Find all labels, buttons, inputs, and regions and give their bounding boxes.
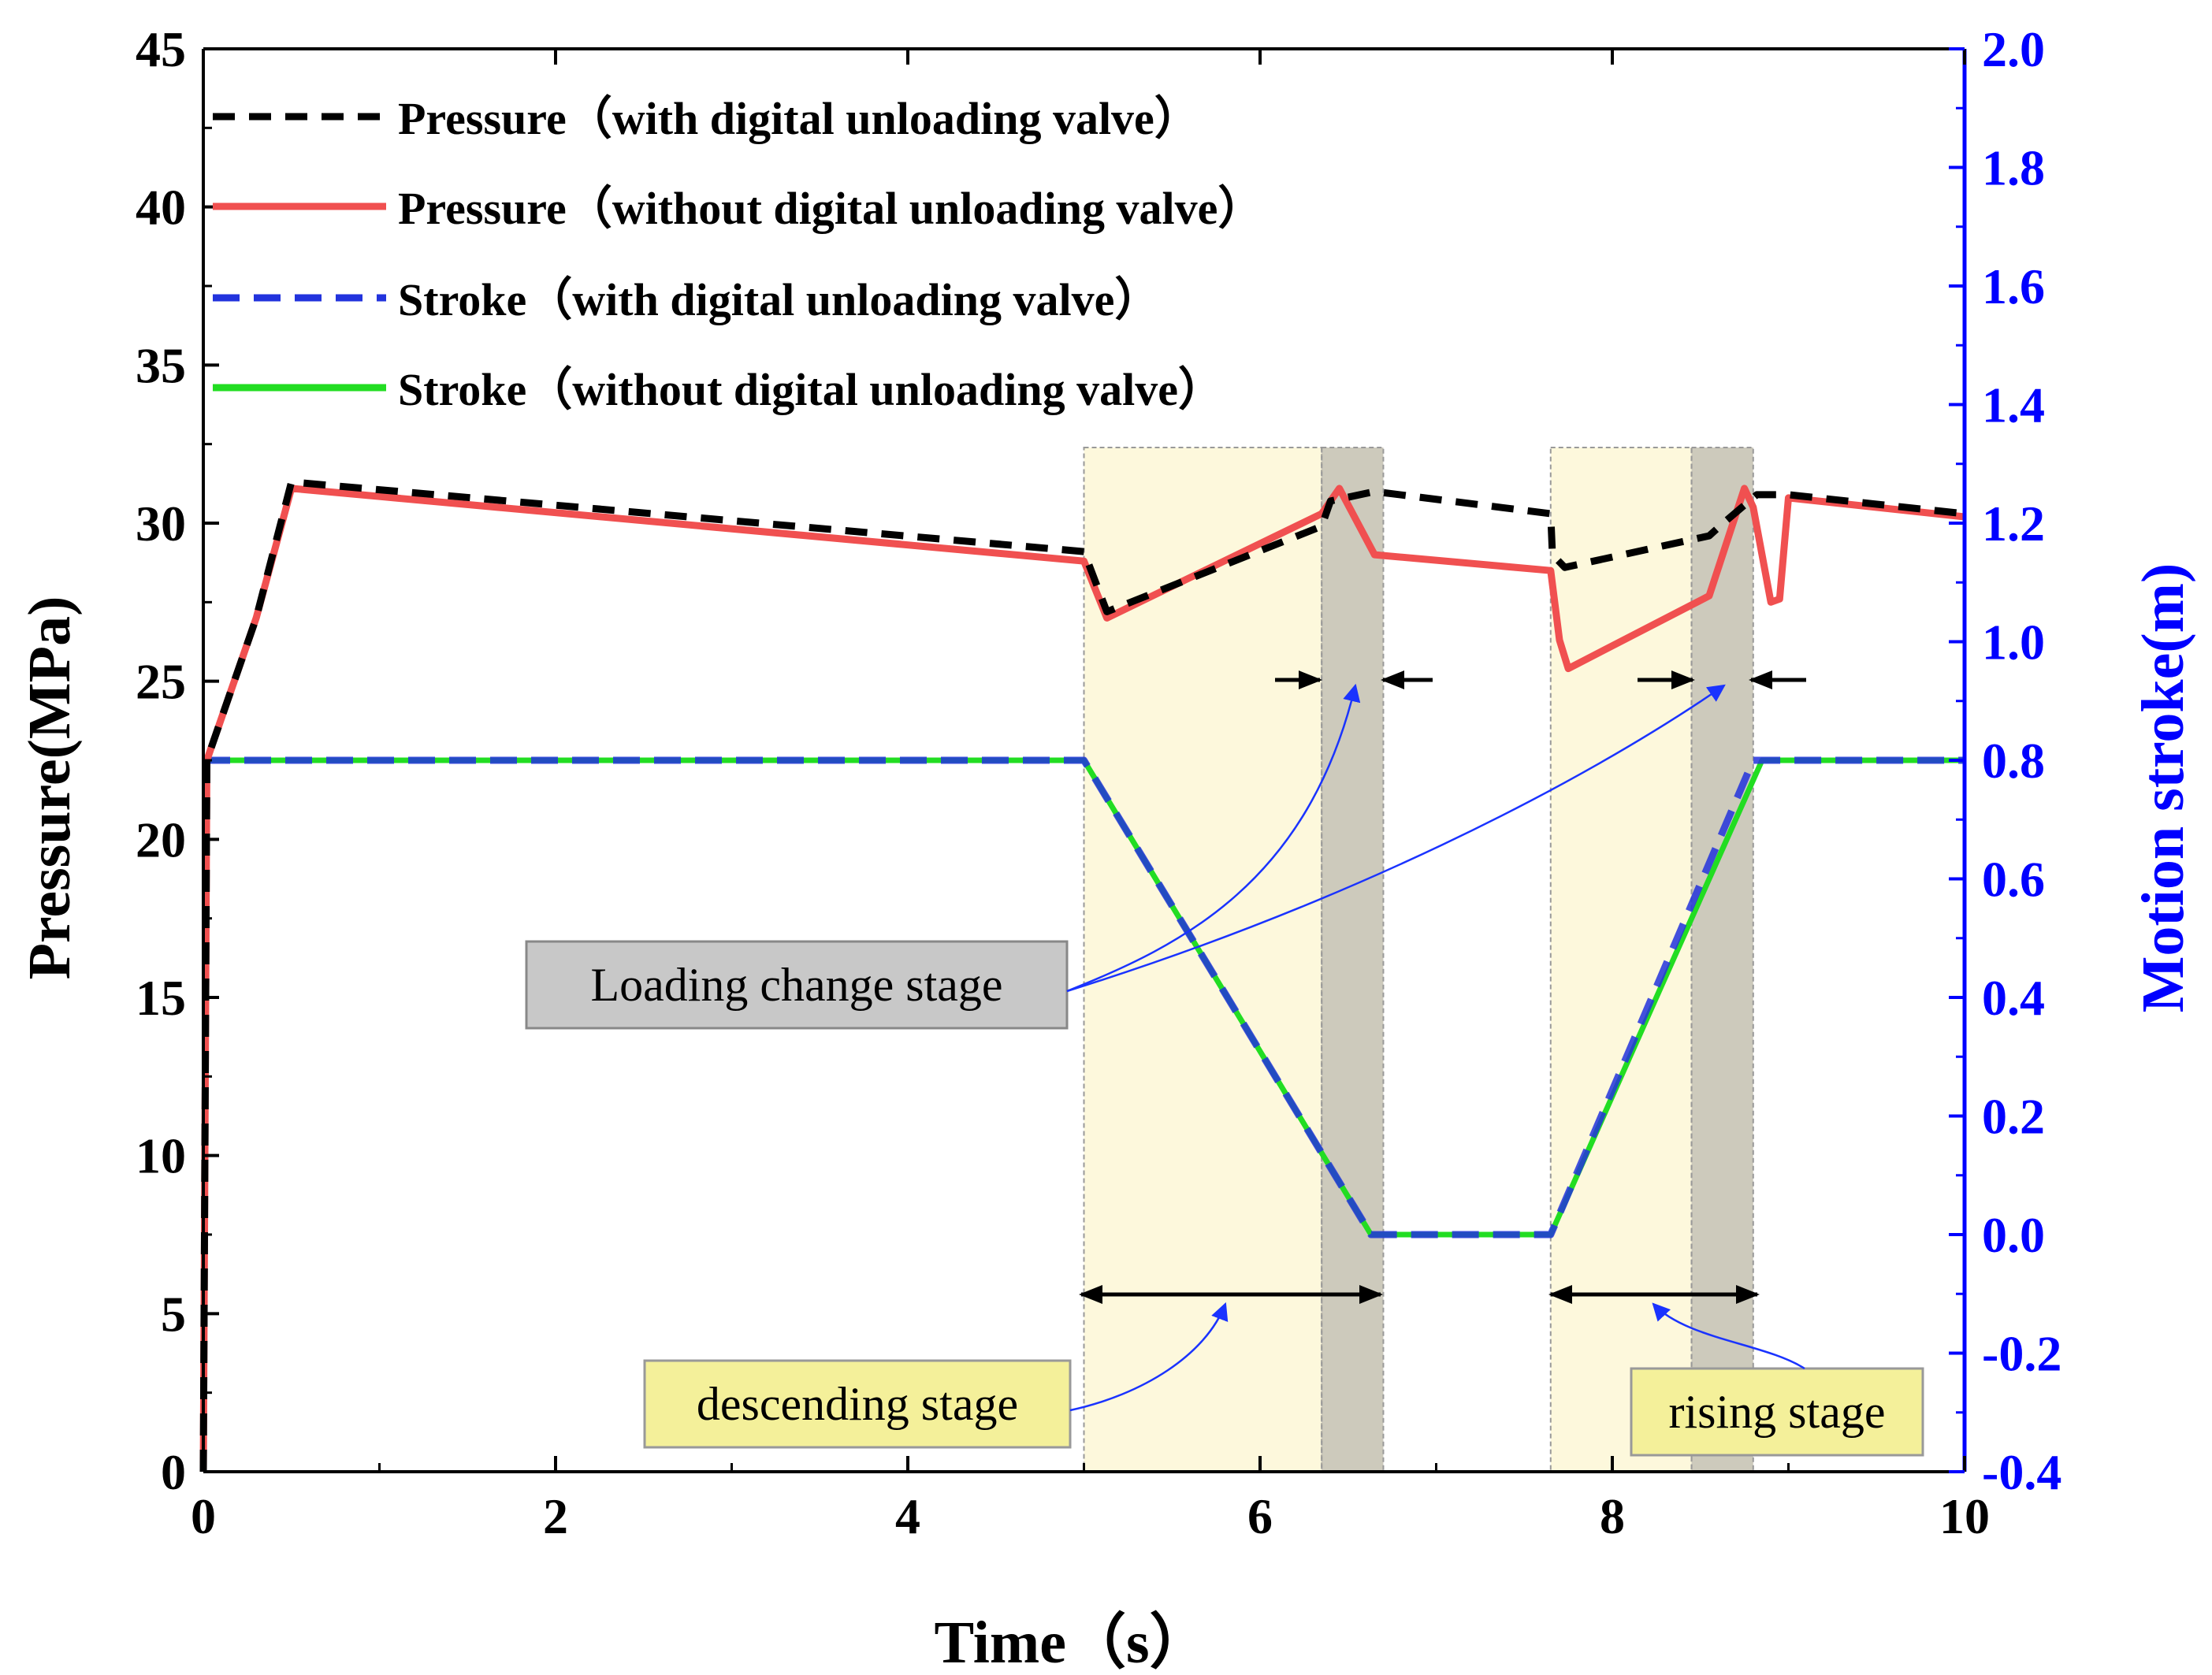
- leader-loading-2: [1066, 684, 1726, 993]
- y-left-tick-label: 25: [136, 654, 186, 710]
- x-tick-label: 6: [1247, 1488, 1273, 1544]
- rising-label: rising stage: [1669, 1386, 1886, 1438]
- x-tick-label: 8: [1600, 1488, 1625, 1544]
- series-pressure-with: [199, 478, 1965, 1473]
- y-right-tick-label: 0.8: [1982, 733, 2045, 789]
- loading-change-label: Loading change stage: [590, 959, 1002, 1011]
- annotations: Loading change stage descending stage ri…: [525, 670, 1924, 1457]
- y-axis-right-title: Motion stroke(m): [2130, 563, 2196, 1013]
- y-left-tick-label: 35: [136, 337, 186, 393]
- loading-change-label-box: [525, 940, 1069, 1030]
- y-right-tick-label: 1.2: [1982, 496, 2045, 552]
- y-right-tick-label: 1.0: [1982, 615, 2045, 670]
- y-right-tick-label: 1.8: [1982, 140, 2045, 196]
- x-tick-label: 10: [1939, 1488, 1990, 1544]
- descending-label-box: [643, 1359, 1072, 1449]
- leader-lines: [1066, 683, 1805, 1412]
- y-right-tick-label: -0.2: [1982, 1326, 2061, 1382]
- leader-loading-1: [1066, 683, 1361, 993]
- y-left-tick-label: 10: [136, 1128, 186, 1184]
- y-right-tick-label: -0.4: [1982, 1444, 2061, 1500]
- leader-rising: [1652, 1302, 1805, 1370]
- x-tick-label: 4: [895, 1488, 920, 1544]
- rising-label-box: [1630, 1367, 1924, 1457]
- y-right-tick-label: 0.2: [1982, 1089, 2045, 1145]
- legend-label-stroke-without: Stroke（without digital unloading valve）: [398, 364, 1224, 415]
- series-lines: [199, 478, 1965, 1473]
- y-right-tick-label: 0.6: [1982, 852, 2045, 908]
- x-axis-title: Time（s）: [934, 1610, 1209, 1675]
- descending-label: descending stage: [697, 1378, 1018, 1430]
- span-arrows: [1079, 670, 1806, 1304]
- y-left-tick-label: 5: [161, 1286, 186, 1342]
- legend: Pressure（with digital unloading valve） P…: [213, 93, 1263, 415]
- legend-label-pressure-without: Pressure（without digital unloading valve…: [398, 183, 1263, 234]
- y-axis-left-title: Pressure(MPa): [17, 596, 83, 980]
- y-right-tick-label: 0.0: [1982, 1207, 2045, 1263]
- legend-label-stroke-with: Stroke（with digital unloading valve）: [398, 274, 1160, 325]
- y-left-tick-label: 20: [136, 812, 186, 867]
- y-left-tick-label: 45: [136, 21, 186, 77]
- leader-descending: [1069, 1302, 1229, 1412]
- y-left-tick-label: 40: [136, 180, 186, 236]
- axes: 0 2 4 6 8 10 0 5 10 15 20 25 30 35 40 45 -0.4 -0.2 0.0 0.2 0…: [136, 21, 2061, 1544]
- stage-loading-1: [1321, 447, 1385, 1473]
- y-right-tick-label: 1.6: [1982, 258, 2045, 314]
- x-tick-label: 0: [191, 1488, 216, 1544]
- series-stroke-with: [203, 756, 1965, 1239]
- y-right-tick-label: 0.4: [1982, 970, 2045, 1026]
- y-left-tick-label: 15: [136, 970, 186, 1026]
- y-right-tick-label: 1.4: [1982, 377, 2045, 433]
- y-right-tick-label: 2.0: [1982, 21, 2045, 77]
- y-left-tick-label: 30: [136, 496, 186, 552]
- x-tick-label: 2: [543, 1488, 568, 1544]
- legend-label-pressure-with: Pressure（with digital unloading valve）: [398, 93, 1200, 144]
- y-left-tick-label: 0: [161, 1444, 186, 1500]
- stage-shading: [1083, 447, 1754, 1473]
